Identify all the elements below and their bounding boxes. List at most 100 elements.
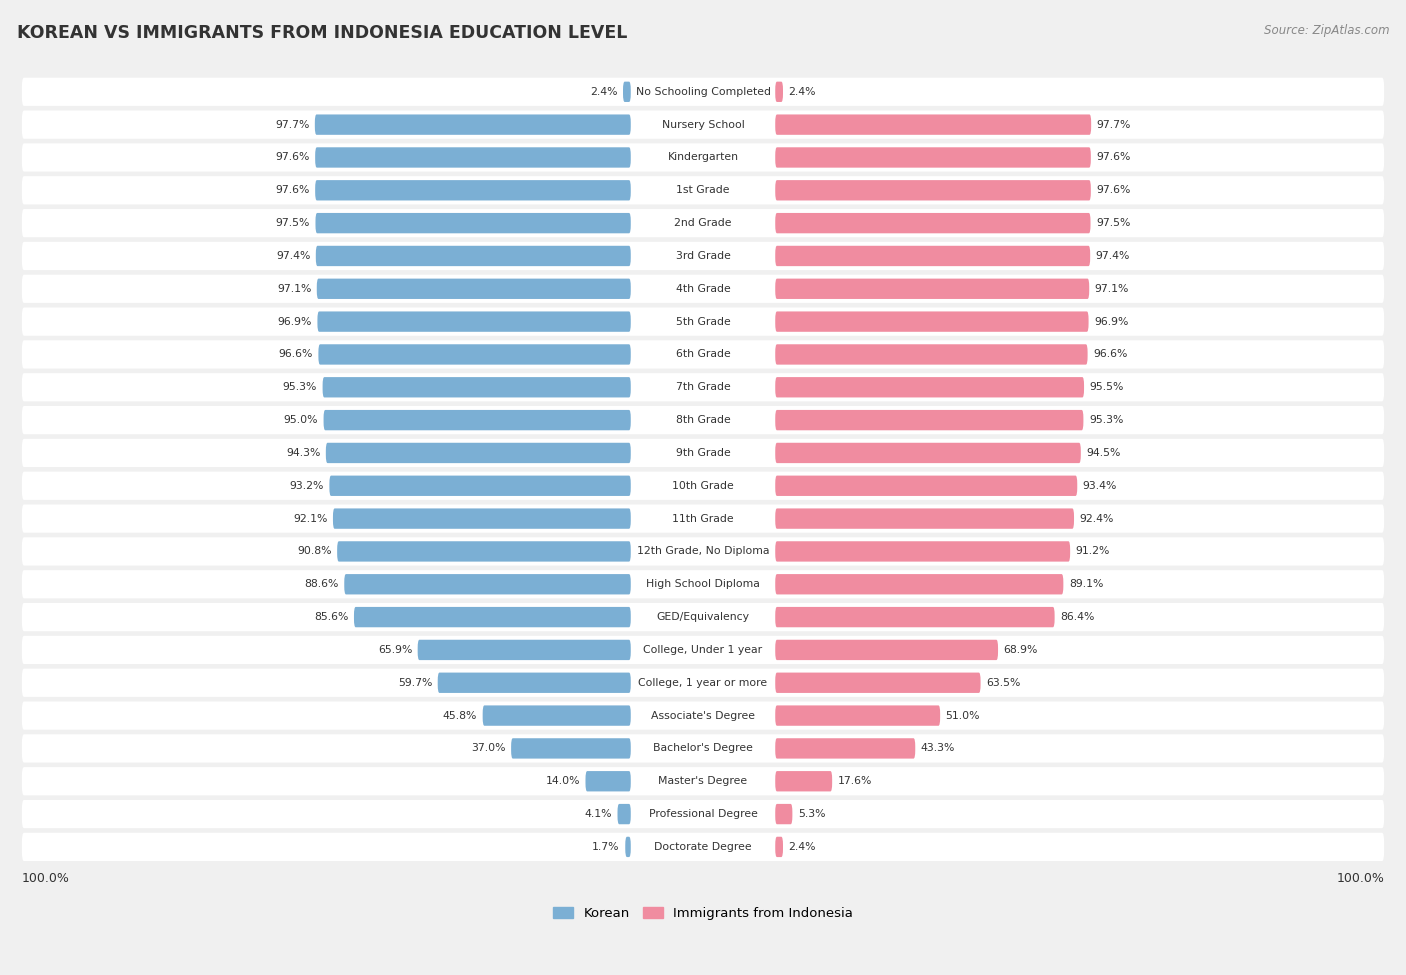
FancyBboxPatch shape [22,209,1384,237]
FancyBboxPatch shape [22,406,1384,434]
Text: 97.1%: 97.1% [1095,284,1129,293]
FancyBboxPatch shape [22,242,1384,270]
Text: College, Under 1 year: College, Under 1 year [644,644,762,655]
Text: 68.9%: 68.9% [1004,644,1038,655]
FancyBboxPatch shape [775,114,1091,135]
Text: High School Diploma: High School Diploma [647,579,759,589]
Text: 65.9%: 65.9% [378,644,412,655]
FancyBboxPatch shape [22,570,1384,599]
FancyBboxPatch shape [626,837,631,857]
FancyBboxPatch shape [775,771,832,792]
Text: 12th Grade, No Diploma: 12th Grade, No Diploma [637,546,769,557]
Text: 8th Grade: 8th Grade [676,415,730,425]
FancyBboxPatch shape [22,669,1384,697]
Text: 2nd Grade: 2nd Grade [675,218,731,228]
FancyBboxPatch shape [22,373,1384,402]
Text: Source: ZipAtlas.com: Source: ZipAtlas.com [1264,24,1389,37]
Text: 97.4%: 97.4% [276,251,311,261]
FancyBboxPatch shape [775,508,1074,528]
Text: KOREAN VS IMMIGRANTS FROM INDONESIA EDUCATION LEVEL: KOREAN VS IMMIGRANTS FROM INDONESIA EDUC… [17,24,627,42]
FancyBboxPatch shape [344,574,631,595]
Text: GED/Equivalency: GED/Equivalency [657,612,749,622]
Text: 100.0%: 100.0% [22,872,70,884]
Text: 97.6%: 97.6% [276,152,309,163]
Text: 95.3%: 95.3% [1088,415,1123,425]
Text: 96.9%: 96.9% [277,317,312,327]
FancyBboxPatch shape [775,377,1084,398]
Text: 3rd Grade: 3rd Grade [675,251,731,261]
FancyBboxPatch shape [22,78,1384,106]
Text: 96.6%: 96.6% [1092,349,1128,360]
Text: 37.0%: 37.0% [471,743,506,754]
Text: 97.7%: 97.7% [1097,120,1130,130]
Text: Nursery School: Nursery School [662,120,744,130]
FancyBboxPatch shape [333,508,631,528]
FancyBboxPatch shape [775,279,1090,299]
FancyBboxPatch shape [775,311,1088,332]
FancyBboxPatch shape [22,439,1384,467]
Text: 7th Grade: 7th Grade [676,382,730,392]
FancyBboxPatch shape [775,443,1081,463]
Text: 45.8%: 45.8% [443,711,477,721]
FancyBboxPatch shape [623,82,631,102]
Text: 85.6%: 85.6% [314,612,349,622]
Text: 100.0%: 100.0% [1336,872,1384,884]
Text: 2.4%: 2.4% [591,87,617,97]
Text: 63.5%: 63.5% [986,678,1021,687]
Text: 89.1%: 89.1% [1069,579,1104,589]
Text: 97.4%: 97.4% [1095,251,1130,261]
Text: 2.4%: 2.4% [789,87,815,97]
FancyBboxPatch shape [318,344,631,365]
Text: Doctorate Degree: Doctorate Degree [654,841,752,852]
Text: Professional Degree: Professional Degree [648,809,758,819]
FancyBboxPatch shape [775,738,915,759]
Text: 91.2%: 91.2% [1076,546,1109,557]
Text: 5th Grade: 5th Grade [676,317,730,327]
FancyBboxPatch shape [512,738,631,759]
Text: 51.0%: 51.0% [946,711,980,721]
FancyBboxPatch shape [775,574,1063,595]
Text: 97.1%: 97.1% [277,284,311,293]
FancyBboxPatch shape [322,377,631,398]
FancyBboxPatch shape [775,804,793,824]
FancyBboxPatch shape [315,114,631,135]
FancyBboxPatch shape [22,143,1384,172]
Text: 14.0%: 14.0% [546,776,581,786]
Text: 88.6%: 88.6% [304,579,339,589]
FancyBboxPatch shape [22,275,1384,303]
Text: 95.0%: 95.0% [284,415,318,425]
Text: 90.8%: 90.8% [297,546,332,557]
Legend: Korean, Immigrants from Indonesia: Korean, Immigrants from Indonesia [548,902,858,925]
Text: 59.7%: 59.7% [398,678,432,687]
FancyBboxPatch shape [22,833,1384,861]
FancyBboxPatch shape [354,606,631,627]
Text: 97.7%: 97.7% [276,120,309,130]
FancyBboxPatch shape [22,110,1384,138]
FancyBboxPatch shape [323,410,631,430]
Text: Associate's Degree: Associate's Degree [651,711,755,721]
Text: 92.1%: 92.1% [292,514,328,524]
Text: 93.2%: 93.2% [290,481,323,490]
FancyBboxPatch shape [775,147,1091,168]
FancyBboxPatch shape [418,640,631,660]
Text: 95.3%: 95.3% [283,382,318,392]
Text: 1st Grade: 1st Grade [676,185,730,195]
Text: 43.3%: 43.3% [921,743,955,754]
Text: 97.5%: 97.5% [276,218,309,228]
FancyBboxPatch shape [326,443,631,463]
FancyBboxPatch shape [775,410,1084,430]
FancyBboxPatch shape [775,673,980,693]
Text: 97.5%: 97.5% [1097,218,1130,228]
Text: 17.6%: 17.6% [838,776,872,786]
Text: College, 1 year or more: College, 1 year or more [638,678,768,687]
Text: No Schooling Completed: No Schooling Completed [636,87,770,97]
Text: 10th Grade: 10th Grade [672,481,734,490]
Text: 5.3%: 5.3% [797,809,825,819]
FancyBboxPatch shape [329,476,631,496]
FancyBboxPatch shape [775,640,998,660]
FancyBboxPatch shape [22,734,1384,762]
FancyBboxPatch shape [775,837,783,857]
Text: Master's Degree: Master's Degree [658,776,748,786]
FancyBboxPatch shape [315,180,631,201]
Text: 92.4%: 92.4% [1080,514,1114,524]
